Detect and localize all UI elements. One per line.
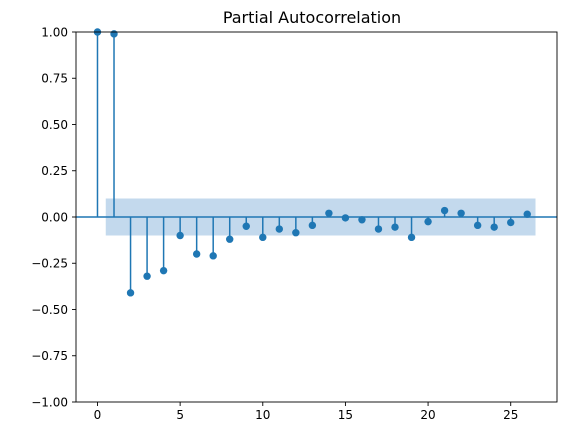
- stem-marker-lag-8: [226, 235, 234, 243]
- stem-marker-lag-25: [507, 218, 515, 227]
- x-tick-label: 25: [503, 408, 518, 422]
- stem-marker-lag-19: [407, 233, 416, 242]
- x-tick-label: 20: [420, 408, 435, 422]
- stem-marker-lag-16: [358, 216, 366, 224]
- stem-marker-lag-15: [341, 214, 350, 222]
- y-tick-label: 0.00: [41, 210, 68, 224]
- y-tick-label: 0.50: [41, 118, 68, 132]
- stem-marker-lag-18: [391, 223, 399, 231]
- stem-marker-lag-13: [308, 221, 317, 230]
- x-tick-label: 15: [338, 408, 353, 422]
- y-tick-label: −0.75: [31, 349, 68, 363]
- stem-marker-lag-17: [374, 225, 383, 233]
- stem-marker-lag-14: [325, 209, 333, 217]
- stem-marker-lag-9: [242, 222, 250, 230]
- stem-marker-lag-26: [523, 210, 531, 218]
- y-tick-label: −0.50: [31, 303, 68, 317]
- stem-marker-lag-1: [110, 30, 118, 38]
- stem-marker-lag-23: [473, 221, 482, 230]
- stem-marker-lag-20: [424, 217, 432, 226]
- y-tick-label: 0.25: [41, 164, 68, 178]
- stem-marker-lag-11: [275, 225, 284, 233]
- x-tick-label: 5: [176, 408, 184, 422]
- stem-marker-lag-7: [209, 252, 217, 260]
- stem-marker-lag-21: [440, 206, 449, 215]
- stem-marker-lag-24: [490, 223, 498, 231]
- y-tick-label: 1.00: [41, 25, 68, 39]
- y-tick-label: −1.00: [31, 395, 68, 409]
- y-tick-label: −0.25: [31, 257, 68, 271]
- y-tick-label: 0.75: [41, 72, 68, 86]
- stem-marker-lag-5: [176, 231, 184, 240]
- chart-title: Partial Autocorrelation: [223, 8, 401, 27]
- stem-marker-lag-3: [143, 272, 151, 280]
- stem-marker-lag-12: [292, 229, 300, 237]
- stem-marker-lag-2: [126, 289, 135, 297]
- stem-marker-lag-22: [457, 209, 465, 217]
- stem-marker-lag-4: [159, 266, 168, 275]
- stem-marker-lag-10: [259, 233, 267, 242]
- plot-area: [76, 28, 557, 297]
- stem-marker-lag-6: [192, 250, 201, 258]
- axes: 0 5 10 15 20 25 1.00 0.75 0.50 0.25 0.00 −0.25 −0.50…: [31, 25, 558, 422]
- x-tick-label: 0: [94, 408, 102, 422]
- x-tick-label: 10: [255, 408, 270, 422]
